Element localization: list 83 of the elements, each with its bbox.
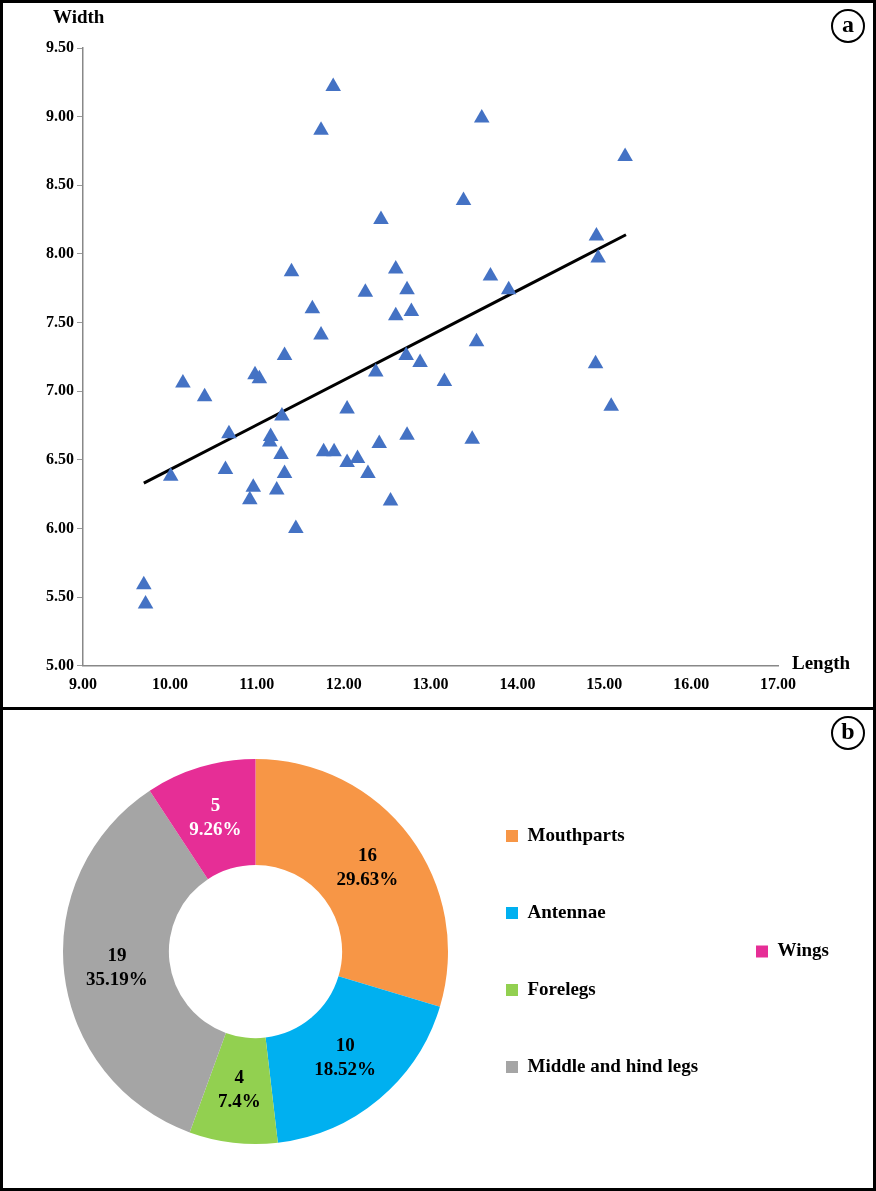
point <box>590 249 606 263</box>
data-label: 19 35.19% <box>86 943 148 989</box>
point <box>403 302 420 317</box>
point <box>455 191 472 205</box>
point <box>288 519 304 534</box>
data-label: 4 7.4% <box>217 1066 261 1112</box>
y-tick-label: 6.00 <box>46 518 74 536</box>
x-tick-label: 14.00 <box>499 674 536 692</box>
point <box>382 492 399 506</box>
x-tick-label: 16.00 <box>673 674 710 692</box>
y-tick-label: 6.50 <box>46 450 74 468</box>
point <box>273 445 289 459</box>
legend-label: Forelegs <box>527 977 596 999</box>
point <box>482 266 499 281</box>
point <box>325 77 341 91</box>
point <box>500 280 517 295</box>
y-tick-label: 9.50 <box>46 38 74 56</box>
point <box>399 426 415 440</box>
point <box>373 210 389 225</box>
point <box>221 424 237 439</box>
point <box>339 453 355 468</box>
y-axis-title: Width <box>53 6 105 28</box>
point <box>399 280 415 295</box>
point <box>137 595 154 609</box>
x-axis-title: Length <box>792 651 851 674</box>
point <box>217 460 234 474</box>
x-tick-label: 11.00 <box>239 674 275 692</box>
point <box>339 400 355 414</box>
y-tick-label: 8.00 <box>46 244 74 262</box>
point <box>617 147 633 161</box>
point <box>349 449 366 463</box>
y-tick-label: 5.00 <box>46 655 74 673</box>
x-tick-label: 15.00 <box>586 674 623 692</box>
data-label: 5 9.26% <box>189 793 242 839</box>
y-tick-label: 8.50 <box>46 175 74 193</box>
point <box>313 325 329 340</box>
point <box>276 464 293 479</box>
point <box>412 353 428 367</box>
point <box>587 354 604 369</box>
point <box>367 363 384 377</box>
point <box>473 109 490 123</box>
point <box>588 227 605 241</box>
text: a <box>831 9 865 43</box>
point <box>251 369 268 384</box>
point <box>387 260 404 274</box>
point <box>136 575 152 590</box>
x-tick-label: 17.00 <box>760 674 796 692</box>
point <box>326 442 342 457</box>
point <box>196 387 213 402</box>
legend-label: Middle and hind legs <box>527 1054 699 1076</box>
legend-label: Mouthparts <box>527 823 625 845</box>
point <box>162 467 179 481</box>
point <box>603 397 619 411</box>
point <box>464 430 480 444</box>
point <box>371 434 388 448</box>
point <box>276 346 293 361</box>
y-tick-label: 5.50 <box>46 587 74 605</box>
text: b <box>831 716 865 750</box>
point <box>242 490 258 505</box>
point <box>398 346 414 361</box>
x-tick-label: 9.00 <box>69 674 97 692</box>
point <box>175 373 191 388</box>
x-tick-label: 10.00 <box>151 674 188 692</box>
point <box>274 406 290 421</box>
y-tick-label: 7.50 <box>46 312 74 330</box>
point <box>268 481 285 495</box>
x-tick-label: 12.00 <box>325 674 362 692</box>
point <box>245 478 262 492</box>
point <box>360 464 376 479</box>
y-tick-label: 7.00 <box>46 381 74 399</box>
point <box>283 262 300 277</box>
point <box>468 332 485 347</box>
point <box>436 372 453 387</box>
point <box>387 306 404 321</box>
legend-label: Wings <box>777 939 829 961</box>
point <box>357 283 374 297</box>
data-label: 16 29.63% <box>336 844 399 890</box>
data-label: 10 18.52% <box>314 1034 377 1080</box>
x-tick-label: 13.00 <box>412 674 449 692</box>
point <box>313 121 329 135</box>
legend-label: Antennae <box>527 900 606 922</box>
y-tick-label: 9.00 <box>46 106 74 124</box>
point <box>304 299 321 314</box>
